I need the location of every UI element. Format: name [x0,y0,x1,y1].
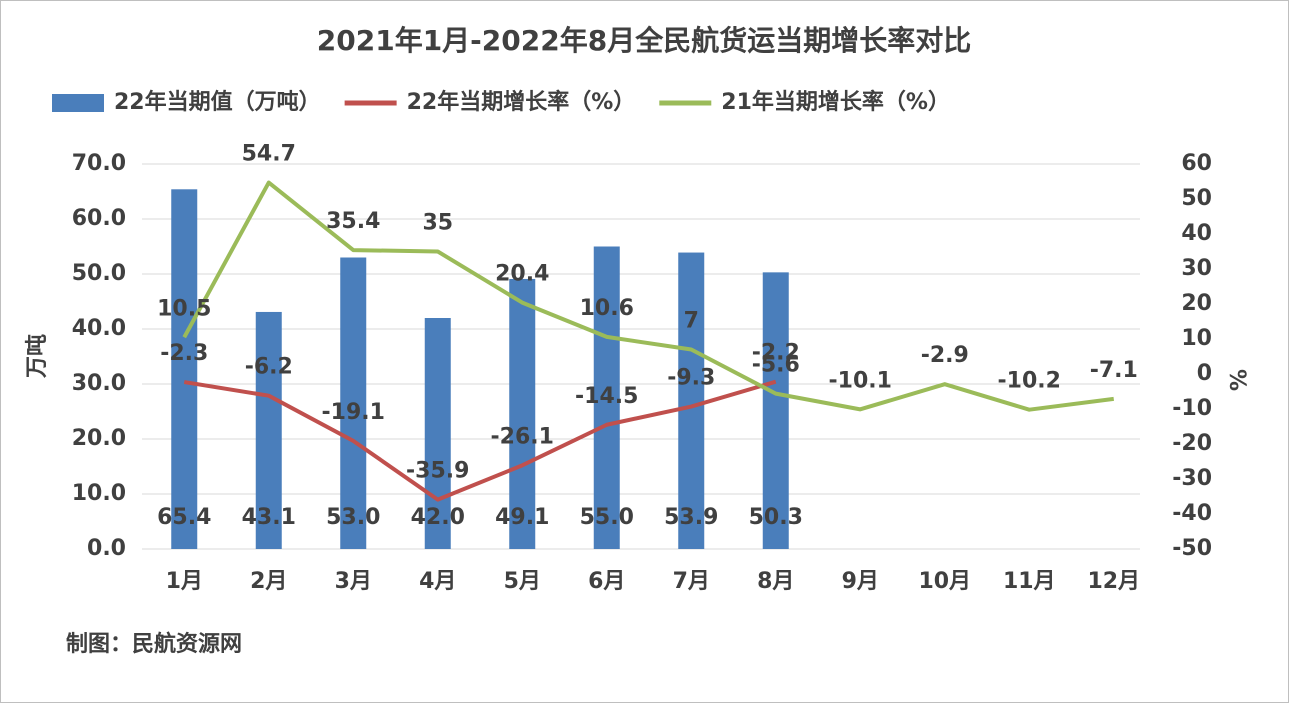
y-tick-label: 30.0 [72,371,126,396]
data-label: 10.5 [157,296,211,321]
y2-axis-label: % [1224,369,1249,391]
bar [678,252,705,550]
y2-tick-label: 0 [1197,361,1212,386]
chart-title: 2021年1月-2022年8月全民航货运当期增长率对比 [317,24,971,57]
data-label: 10.6 [580,296,634,321]
data-label: -19.1 [322,400,385,425]
x-tick-label: 6月 [588,569,625,594]
y2-tick-label: 40 [1181,221,1212,246]
y-tick-label: 20.0 [72,426,126,451]
y-tick-label: 60.0 [72,206,126,231]
x-tick-label: 5月 [504,569,541,594]
data-label: -2.2 [752,341,800,366]
data-label: -26.1 [491,424,554,449]
data-label: 43.1 [242,505,296,530]
data-label: -35.9 [406,459,469,484]
bar [171,189,198,550]
data-label: -9.3 [667,366,715,391]
y2-tick-label: -10 [1172,396,1212,421]
bar [509,278,536,549]
data-label: 35 [422,211,453,236]
y-tick-label: 40.0 [72,316,126,341]
y2-tick-label: 20 [1181,291,1212,316]
data-label: 50.3 [749,505,803,530]
data-label: 65.4 [157,505,211,530]
data-label: 53.9 [664,505,718,530]
bar [340,257,367,549]
data-label: 7 [684,309,699,334]
source: 制图：民航资源网 [66,631,242,657]
y2-tick-label: -40 [1172,501,1212,526]
data-label: 55.0 [580,505,634,530]
x-tick-label: 11月 [1003,569,1056,594]
y-tick-label: 70.0 [72,151,126,176]
data-label: 42.0 [411,505,465,530]
y2-tick-label: 30 [1181,256,1212,281]
data-label: -10.2 [998,369,1061,394]
data-label: 54.7 [242,142,296,167]
y-tick-label: 0.0 [87,536,126,561]
data-label: -6.2 [245,355,293,380]
y-axis-label: 万吨 [25,334,50,379]
bar [762,272,789,549]
data-label: 53.0 [326,505,380,530]
x-tick-label: 10月 [918,569,971,594]
x-tick-label: 7月 [673,569,710,594]
data-label: -5.6 [752,353,800,378]
data-label: -10.1 [829,368,892,393]
data-label: -7.1 [1090,358,1138,383]
y2-tick-label: 60 [1181,151,1212,176]
line [183,379,777,502]
x-tick-label: 3月 [335,569,372,594]
legend-label: 22年当期值（万吨） [114,89,321,115]
data-label: -14.5 [575,384,638,409]
legend-label: 21年当期增长率（%） [721,89,950,115]
data-label: 20.4 [495,262,549,287]
y-tick-label: 50.0 [72,261,126,286]
y2-tick-label: -50 [1172,536,1212,561]
y2-tick-label: -30 [1172,466,1212,491]
line [182,180,1115,412]
data-label: 49.1 [495,505,549,530]
bar [255,311,282,549]
bar [424,318,451,549]
x-tick-label: 2月 [250,569,287,594]
data-label: 35.4 [326,209,380,234]
bar [593,246,620,549]
legend-label: 22年当期增长率（%） [407,89,636,115]
y-tick-label: 10.0 [72,481,126,506]
legend-swatch [52,94,104,112]
x-tick-label: 8月 [757,569,794,594]
y2-tick-label: 50 [1181,186,1212,211]
data-label: -2.9 [921,343,969,368]
x-tick-label: 1月 [166,569,203,594]
x-tick-label: 12月 [1087,569,1140,594]
y2-tick-label: -20 [1172,431,1212,456]
y2-tick-label: 10 [1181,326,1212,351]
data-label: -2.3 [160,341,208,366]
x-tick-label: 9月 [842,569,879,594]
x-tick-label: 4月 [419,569,456,594]
